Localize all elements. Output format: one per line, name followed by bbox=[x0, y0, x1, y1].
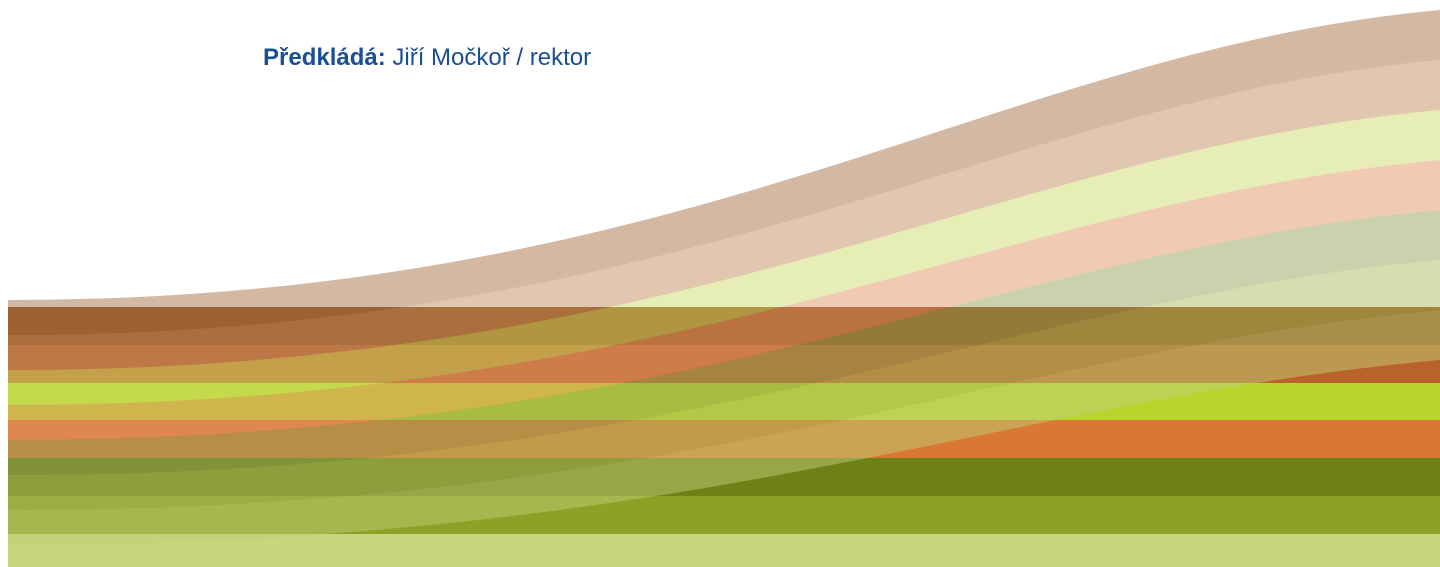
presenter-name: Jiří Močkoř / rektor bbox=[392, 44, 591, 71]
slide: Předkládá: Jiří Močkoř / rektor bbox=[0, 0, 1440, 567]
presenter-label: Předkládá: bbox=[263, 44, 386, 71]
decoration bbox=[0, 0, 1440, 567]
presenter: Předkládá: Jiří Močkoř / rektor bbox=[263, 44, 591, 72]
